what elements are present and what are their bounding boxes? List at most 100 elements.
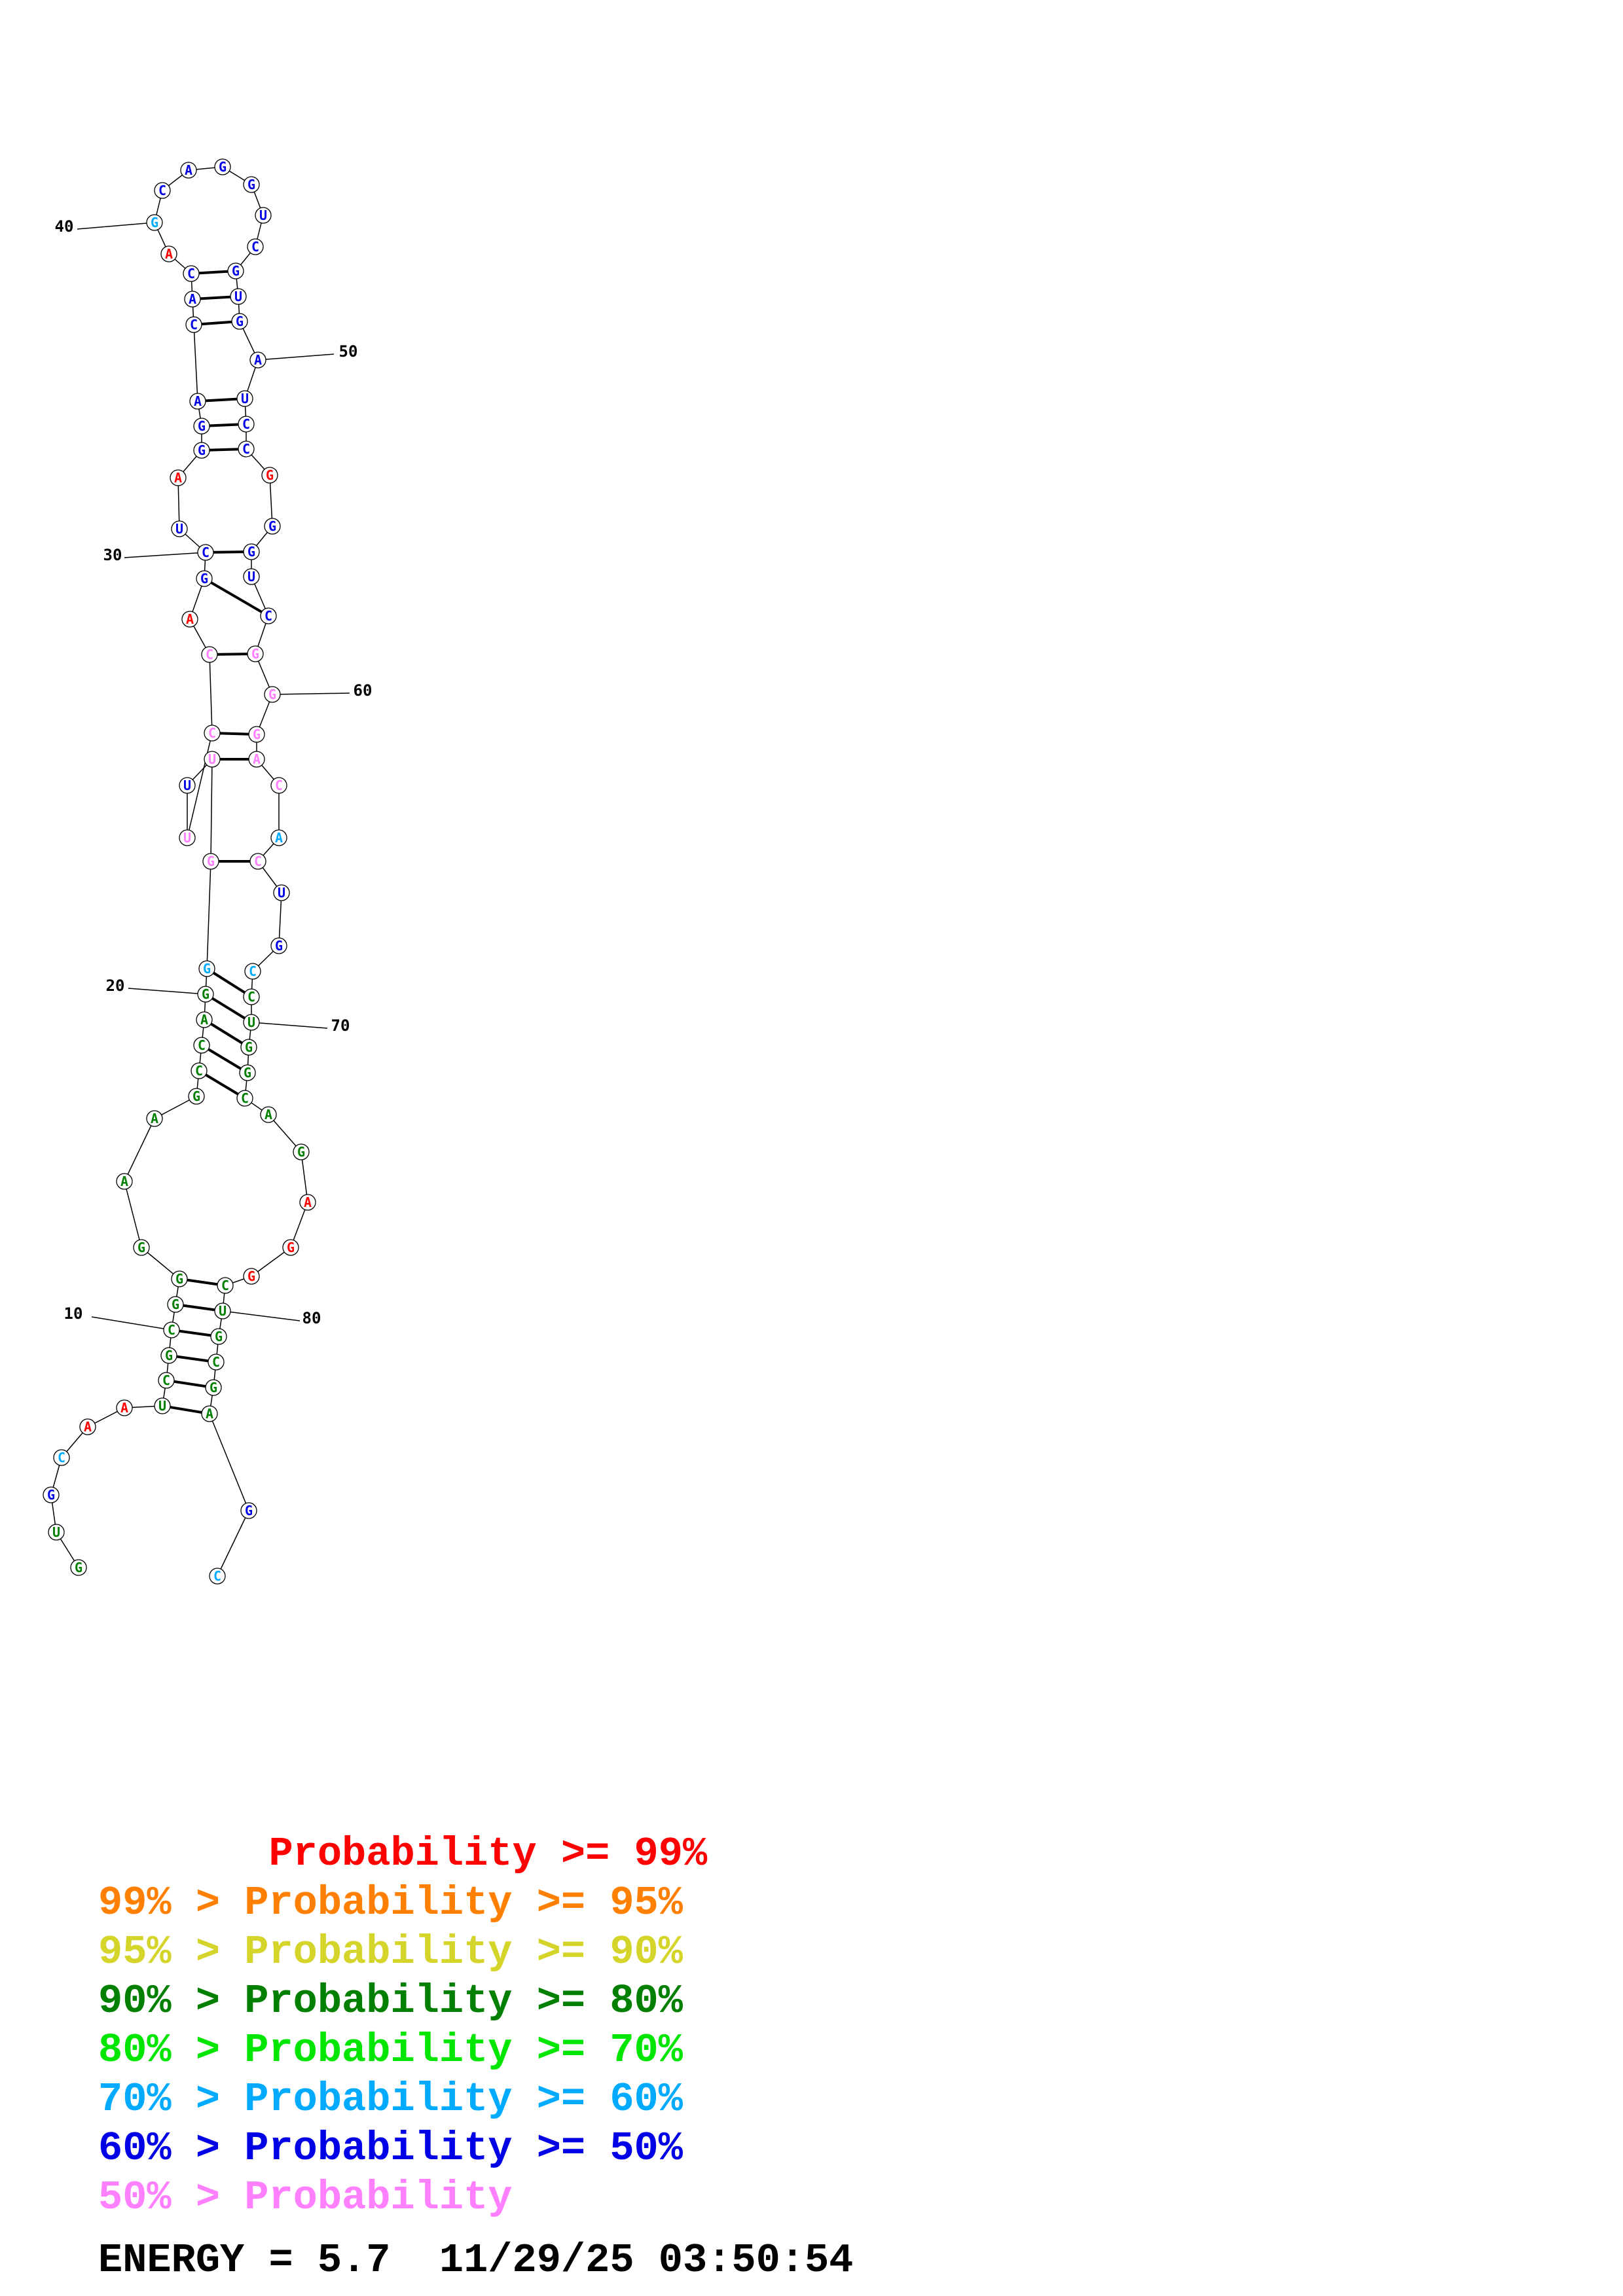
nucleotide-letter: G — [268, 687, 276, 702]
nucleotide-4: C — [53, 1449, 70, 1466]
position-label-50: 50 — [339, 342, 358, 361]
nucleotide-37: A — [184, 291, 201, 308]
nucleotide-82: C — [208, 1354, 225, 1371]
nucleotide-75: G — [293, 1143, 310, 1160]
nucleotide-44: G — [243, 176, 260, 193]
nucleotide-letter: G — [245, 1039, 253, 1055]
nucleotide-circle — [227, 262, 244, 279]
position-tick-40 — [77, 222, 155, 230]
nucleotide-60: G — [264, 686, 281, 703]
nucleotide-letter: G — [247, 177, 255, 192]
nucleotide-letter: U — [241, 391, 249, 406]
nucleotide-56: G — [243, 543, 260, 560]
nucleotide-circle — [217, 1277, 234, 1294]
nucleotide-letter: G — [192, 1088, 200, 1104]
base-pair-lines — [162, 270, 270, 1415]
nucleotide-66: U — [273, 884, 290, 901]
nucleotide-48: U — [230, 288, 247, 305]
nucleotide-70: U — [243, 1014, 260, 1031]
nucleotide-circle — [48, 1524, 65, 1541]
nucleotide-circle — [240, 1502, 257, 1519]
nucleotide-letter: G — [297, 1144, 305, 1160]
nucleotide-45: U — [255, 207, 272, 224]
nucleotide-circle — [196, 1011, 213, 1028]
nucleotide-63: C — [270, 777, 287, 794]
nucleotide-circle — [154, 182, 171, 199]
nucleotide-letter: U — [278, 885, 285, 901]
nucleotide-circle — [264, 518, 281, 535]
nucleotide-circle — [204, 725, 221, 742]
nucleotide-circle — [191, 1062, 208, 1079]
nucleotide-circle — [243, 1014, 260, 1031]
nucleotide-letter: U — [234, 289, 242, 304]
nucleotide-letter: U — [158, 1398, 166, 1414]
nucleotide-letter: C — [251, 239, 259, 255]
nucleotide-circle — [116, 1173, 133, 1190]
nucleotide-circle — [204, 751, 221, 768]
nucleotide-letter: G — [253, 726, 261, 742]
nucleotide-letter: C — [195, 1063, 203, 1079]
nucleotide-78: G — [243, 1268, 260, 1285]
position-tick-20 — [128, 988, 206, 995]
nucleotide-20: G — [197, 986, 214, 1003]
nucleotide-letter: C — [202, 545, 210, 560]
nucleotide-18: C — [193, 1037, 210, 1054]
nucleotide-circle — [239, 1064, 256, 1081]
nucleotide-67: G — [270, 937, 287, 954]
base-pair-21-69 — [206, 967, 253, 998]
nucleotide-letter: U — [175, 521, 183, 537]
base-pair-19-71 — [203, 1018, 250, 1049]
nucleotide-circle — [196, 570, 213, 587]
position-label-80: 80 — [302, 1309, 321, 1327]
nucleotide-circle — [154, 1397, 171, 1414]
nucleotide-23: U — [204, 751, 221, 768]
nucleotide-circle — [197, 544, 214, 561]
nucleotide-letter: C — [275, 778, 283, 793]
nucleotide-letter: G — [210, 1380, 217, 1395]
nucleotide-letter: A — [120, 1174, 128, 1189]
nucleotide-letter: U — [259, 207, 267, 223]
nucleotide-letter: U — [52, 1524, 60, 1540]
nucleotide-8: C — [158, 1372, 175, 1389]
nucleotide-77: G — [282, 1239, 299, 1256]
nucleotide-circle — [238, 440, 255, 457]
nucleotide-letter: G — [251, 646, 259, 662]
nucleotide-41: C — [154, 182, 171, 199]
nucleotide-letter: G — [244, 1065, 251, 1081]
legend-row-6: 60% > Probability >= 50% — [98, 2125, 683, 2172]
nucleotide-letter: G — [198, 418, 206, 434]
backbone-segment — [301, 1151, 308, 1203]
nucleotide-circle — [238, 416, 255, 433]
nucleotide-circle — [270, 937, 287, 954]
nucleotide-5: A — [79, 1418, 96, 1435]
nucleotide-letter: A — [264, 1107, 272, 1122]
nucleotide-letter: G — [165, 1348, 173, 1363]
nucleotide-circle — [214, 158, 231, 175]
nucleotide-letter: G — [202, 986, 210, 1002]
nucleotide-34: G — [193, 418, 210, 435]
nucleotide-21: G — [198, 960, 215, 977]
nucleotide-circle — [202, 853, 219, 870]
nucleotide-letter: A — [304, 1194, 312, 1210]
nucleotide-circle — [209, 1568, 226, 1585]
nucleotide-1: G — [70, 1559, 87, 1576]
nucleotide-circle — [260, 607, 277, 624]
nucleotide-circle — [249, 351, 266, 368]
nucleotide-circle — [273, 884, 290, 901]
nucleotide-circle — [179, 777, 196, 794]
nucleotide-46: C — [247, 238, 264, 255]
nucleotide-letter: A — [254, 352, 262, 368]
nucleotide-letter: U — [183, 778, 191, 793]
nucleotide-circle — [243, 176, 260, 193]
nucleotide-39: A — [160, 245, 177, 262]
nucleotide-72: G — [239, 1064, 256, 1081]
nucleotide-letter: A — [185, 162, 192, 178]
nucleotide-letter: G — [175, 1271, 183, 1287]
nucleotide-22: G — [202, 853, 219, 870]
nucleotide-47: G — [227, 262, 244, 279]
nucleotide-letter: G — [151, 215, 158, 230]
position-tick-60 — [272, 692, 350, 695]
nucleotide-letter: U — [183, 830, 191, 846]
nucleotide-24: U — [179, 777, 196, 794]
nucleotide-33: G — [193, 442, 210, 459]
